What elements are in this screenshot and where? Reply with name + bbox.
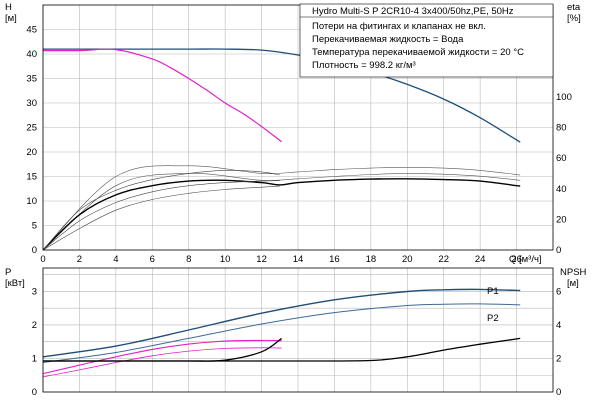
top-right-tick-label: 100 (556, 92, 572, 103)
x-tick-label: 4 (113, 254, 118, 265)
series-efficiency (42, 178, 521, 251)
top-left-tick-label: 10 (26, 196, 37, 207)
series-npsh (43, 337, 521, 362)
bottom-left-axis-unit: [кВт] (5, 278, 25, 289)
series-power-max-speed-p2 (42, 347, 282, 378)
x-tick-label: 14 (293, 254, 304, 265)
x-tick-label: 18 (366, 254, 377, 265)
top-left-tick-label: 0 (32, 245, 37, 256)
bottom-left-tick-label: 0 (32, 387, 37, 398)
x-axis-unit: [м³/ч] (519, 254, 542, 265)
legend-box: Hydro Multi-S P 2CR10-4 3x400/50hz,PE, 5… (299, 3, 554, 78)
bottom-right-tick-label: 6 (556, 286, 561, 297)
x-axis-label: Q (509, 254, 516, 265)
series-efficiency-thin-1 (42, 185, 280, 251)
x-tick-label: 8 (186, 254, 191, 265)
legend-line: Температура перекачиваемой жидкости = 20… (312, 47, 524, 58)
series-power-p1 (42, 288, 521, 358)
x-tick-label: 16 (329, 254, 340, 265)
top-left-tick-label: 5 (32, 221, 37, 232)
series-efficiency-band-lower (42, 173, 521, 251)
top-right-axis-unit: [%] (567, 13, 581, 24)
bottom-right-tick-label: 0 (556, 387, 561, 398)
bottom-right-axis-label: NPSH (560, 267, 587, 278)
bottom-left-tick-label: 1 (32, 353, 37, 364)
series-efficiency-thin-2 (42, 180, 280, 251)
top-chart-series (42, 48, 521, 251)
bottom-chart-grid (42, 268, 553, 393)
x-tick-label: 10 (220, 254, 231, 265)
bottom-left-tick-label: 3 (32, 286, 37, 297)
legend-frame (299, 3, 554, 78)
series-head-max-speed (42, 48, 282, 143)
top-left-tick-label: 30 (26, 98, 37, 109)
series-power-p2 (42, 303, 521, 363)
series-label-p2: P2 (487, 313, 499, 324)
x-tick-label: 2 (77, 254, 82, 265)
bottom-chart-ticks: 0 1 2 3 0 2 4 6 (32, 286, 562, 398)
top-left-axis-label: H (5, 2, 12, 13)
top-left-axis-unit: [м] (5, 13, 17, 24)
bottom-chart-series (42, 288, 521, 378)
bottom-right-tick-label: 2 (556, 353, 561, 364)
top-right-tick-label: 60 (556, 153, 567, 164)
top-left-tick-label: 35 (26, 74, 37, 85)
top-left-tick-label: 45 (26, 25, 37, 36)
top-right-tick-label: 80 (556, 123, 567, 134)
series-efficiency-thin-3 (42, 170, 280, 251)
legend-line: Перекачиваемая жидкость = Вода (312, 34, 464, 45)
x-tick-label: 0 (40, 254, 45, 265)
top-left-tick-label: 20 (26, 147, 37, 158)
x-tick-label: 26 (511, 254, 522, 265)
top-chart-ticks: 0 2 4 6 8 10 12 14 16 18 20 22 24 2605101520253035404… (26, 25, 571, 266)
top-left-tick-label: 40 (26, 49, 37, 60)
legend-line: Плотность = 998.2 кг/м³ (312, 60, 416, 71)
bottom-right-tick-label: 4 (556, 320, 561, 331)
x-tick-label: 22 (438, 254, 449, 265)
x-tick-label: 12 (256, 254, 267, 265)
top-right-tick-label: 0 (556, 245, 561, 256)
top-left-tick-label: 15 (26, 172, 37, 183)
x-tick-label: 6 (150, 254, 155, 265)
top-right-tick-label: 40 (556, 184, 567, 195)
bottom-chart-frame (42, 267, 554, 393)
top-right-axis-label: eta (567, 2, 581, 13)
x-tick-label: 24 (475, 254, 486, 265)
top-right-tick-label: 20 (556, 214, 567, 225)
x-tick-label: 20 (402, 254, 413, 265)
legend-line: Потери на фитингах и клапанах не вкл. (312, 21, 486, 32)
bottom-left-tick-label: 2 (32, 320, 37, 331)
series-label-p1: P1 (487, 286, 499, 297)
bottom-left-axis-label: P (5, 267, 11, 278)
top-left-tick-label: 25 (26, 123, 37, 134)
bottom-right-axis-unit: [м] (567, 278, 579, 289)
series-efficiency-band-upper (42, 165, 521, 251)
legend-title: Hydro Multi-S P 2CR10-4 3x400/50hz,PE, 5… (312, 6, 514, 17)
top-chart-frame (42, 4, 554, 251)
series-power-max-speed-p1 (42, 339, 282, 375)
